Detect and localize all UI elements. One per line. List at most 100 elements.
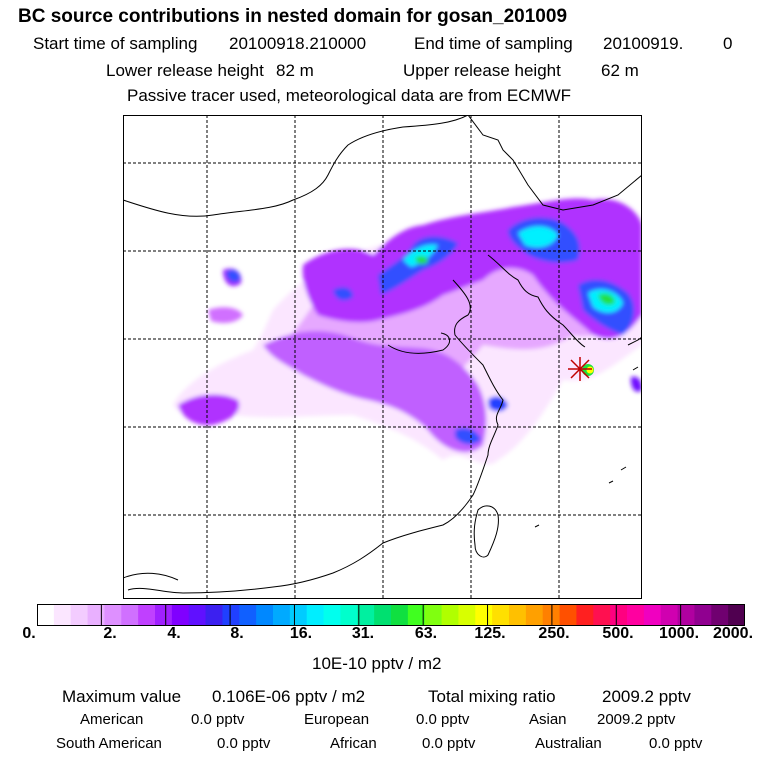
region-african-label: African: [330, 735, 377, 752]
colorbar-cell: [441, 604, 460, 626]
colorbar-cell: [576, 604, 594, 626]
colorbar-cell: [138, 604, 156, 626]
receptor-marker: [568, 357, 592, 381]
colorbar-tick-label: 1000.: [658, 625, 700, 642]
colorbar-tick-label: 8.: [230, 625, 244, 642]
total-mixing-value: 2009.2 pptv: [602, 687, 691, 706]
core-blue-central: [333, 287, 353, 301]
border-northeast: [467, 115, 642, 211]
region-american-label: American: [80, 711, 144, 728]
colorbar-cell: [407, 604, 426, 626]
colorbar-cell: [87, 604, 106, 626]
region-asian-value: 2009.2 pptv: [597, 711, 676, 728]
colorbar-tick-label: 2.: [103, 625, 117, 642]
colorbar-unit: 10E-10 pptv / m2: [312, 654, 442, 673]
colorbar-tick-label: 31.: [351, 625, 375, 642]
colorbar-cell: [104, 604, 122, 626]
japan-islands: [632, 366, 639, 371]
colorbar-cell: [458, 604, 476, 626]
colorbar-cells: [37, 604, 745, 626]
colorbar-cell: [627, 604, 645, 626]
colorbar-cell: [525, 604, 544, 626]
region-american-value: 0.0 pptv: [191, 711, 245, 728]
colorbar-tick-label: 250.: [538, 625, 570, 642]
lower-height-label: Lower release height: [106, 61, 264, 80]
colorbar-cell: [391, 604, 409, 626]
lat-lon-grid: [123, 115, 642, 599]
colorbar-cell: [121, 604, 139, 626]
colorbar-cell: [509, 604, 527, 626]
colorbar-cell: [222, 604, 240, 626]
colorbar-cell: [188, 604, 207, 626]
end-time-suffix: 0: [723, 34, 733, 53]
colorbar-cell: [171, 604, 190, 626]
colorbar-tick-label: 4.: [167, 625, 181, 642]
colorbar-cell: [323, 604, 342, 626]
colorbar-tick-label: 125.: [474, 625, 506, 642]
core-blue-east-china: [455, 428, 481, 445]
colorbar-tick-label: 0.: [22, 625, 36, 642]
colorbar-cell: [205, 604, 224, 626]
colorbar-cell: [593, 604, 611, 626]
colorbar-frame: [37, 604, 745, 626]
colorbar-cell: [475, 604, 493, 626]
ryukyu-island-2: [608, 480, 614, 484]
colorbar-tick-label: 2000.: [712, 625, 754, 642]
max-value-label: Maximum value: [62, 687, 182, 706]
core-cyan-ne: [518, 226, 558, 248]
tracer-note: Passive tracer used, meteorological data…: [127, 86, 572, 105]
core-green-central: [415, 255, 428, 265]
region-asian-label: Asian: [529, 711, 567, 728]
colorbar-cell: [694, 604, 712, 626]
colorbar: [37, 604, 745, 626]
colorbar-cell: [424, 604, 443, 626]
taiwan-coast: [473, 505, 499, 558]
end-time-value: 20100919.: [603, 34, 684, 53]
core-green-korea: [598, 293, 615, 305]
plot-title: BC source contributions in nested domain…: [18, 6, 568, 27]
korea-coast: [487, 254, 586, 348]
colorbar-cell: [711, 604, 729, 626]
colorbar-cell: [492, 604, 510, 626]
region-south-american-value: 0.0 pptv: [217, 735, 271, 752]
region-australian-value: 0.0 pptv: [649, 735, 703, 752]
colorbar-cell: [53, 604, 72, 626]
end-time-label: End time of sampling: [414, 34, 573, 53]
region-european-value: 0.0 pptv: [416, 711, 470, 728]
upper-height-label: Upper release height: [403, 61, 561, 80]
max-value: 0.106E-06 pptv / m2: [212, 687, 366, 706]
colorbar-cell: [306, 604, 325, 626]
map-frame: [123, 115, 642, 599]
core-blue-northwest: [226, 269, 241, 283]
colorbar-cell: [643, 604, 662, 626]
region-african-value: 0.0 pptv: [422, 735, 476, 752]
colorbar-cell: [610, 604, 628, 626]
colorbar-cell: [289, 604, 308, 626]
start-time-label: Start time of sampling: [33, 34, 198, 53]
bohai-coast: [387, 332, 450, 354]
colorbar-cell: [357, 604, 375, 626]
colorbar-cell: [728, 604, 745, 626]
core-japan-blob: [630, 376, 642, 392]
colorbar-cell: [559, 604, 578, 626]
core-cyan-north: [403, 244, 438, 267]
japan-coast: [627, 336, 642, 346]
southwest-coast: [123, 572, 179, 581]
colorbar-cell: [256, 604, 274, 626]
ryukyu-island-3: [534, 524, 540, 528]
colorbar-cell: [239, 604, 257, 626]
colorbar-cell: [374, 604, 392, 626]
region-south-american-label: South American: [56, 735, 162, 752]
colorbar-cell: [677, 604, 696, 626]
lower-height-value: 82 m: [276, 61, 314, 80]
colorbar-tick-label: 63.: [414, 625, 438, 642]
plume-purple-sw: [208, 307, 243, 323]
ryukyu-island-1: [620, 466, 627, 471]
colorbar-cell: [155, 604, 173, 626]
colorbar-cell: [660, 604, 679, 626]
colorbar-tick-label: 16.: [289, 625, 313, 642]
plume-purple-central: [263, 330, 487, 453]
upper-height-value: 62 m: [601, 61, 639, 80]
start-time-value: 20100918.210000: [229, 34, 367, 53]
region-australian-label: Australian: [535, 735, 602, 752]
